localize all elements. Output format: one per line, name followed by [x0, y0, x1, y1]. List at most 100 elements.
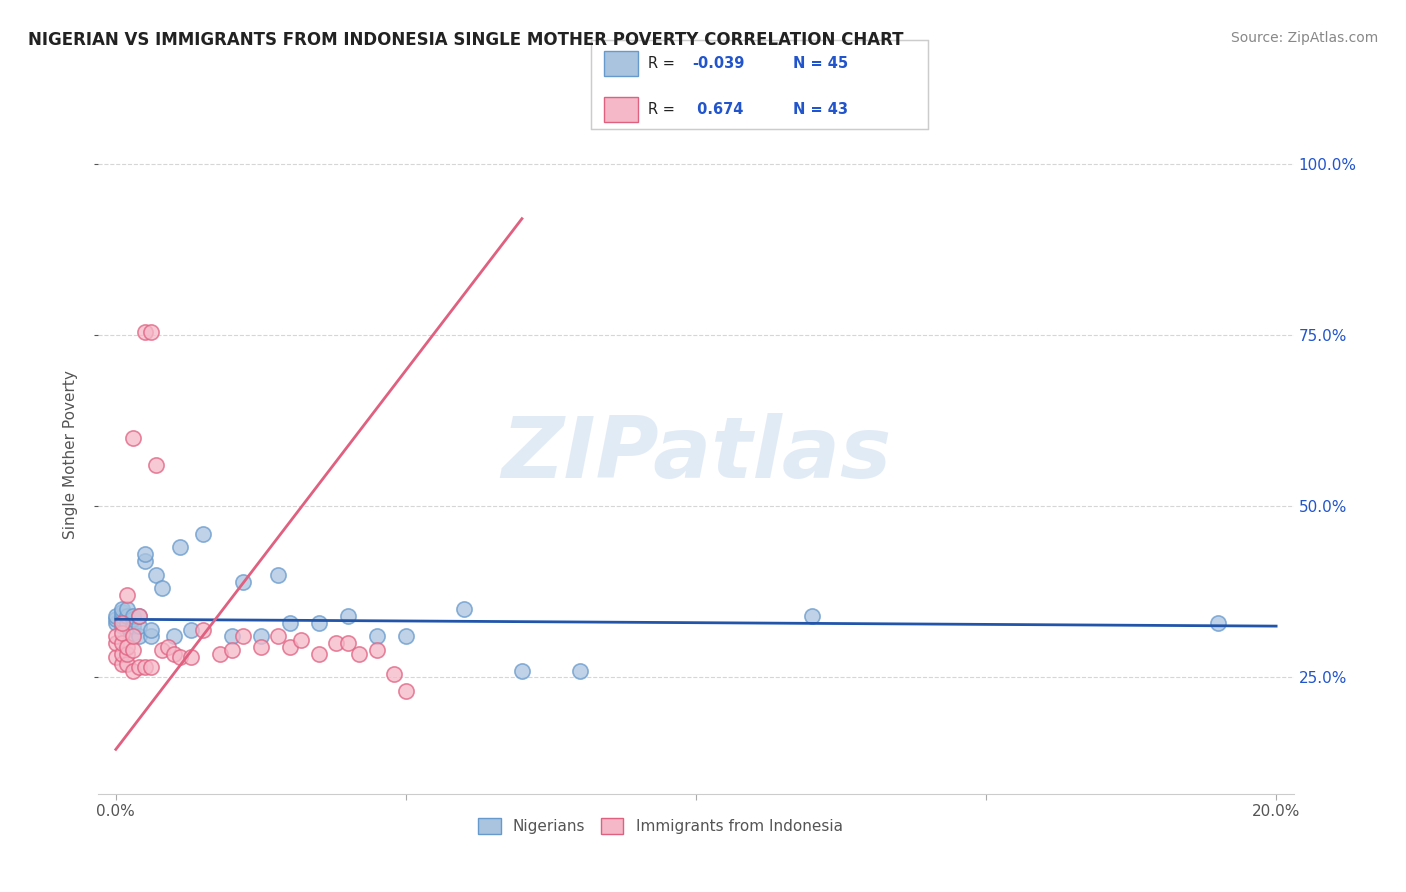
Point	[325, 636, 347, 650]
Point	[111, 626, 134, 640]
Text: N = 45: N = 45	[793, 56, 848, 70]
Point	[308, 615, 330, 630]
Point	[453, 602, 475, 616]
Point	[111, 602, 134, 616]
Point	[163, 629, 186, 643]
Point	[568, 664, 591, 678]
Point	[139, 629, 162, 643]
Point	[145, 567, 167, 582]
Point	[128, 608, 150, 623]
Text: 0.674: 0.674	[692, 103, 744, 117]
Point	[169, 541, 191, 555]
Point	[366, 629, 388, 643]
Point	[122, 643, 145, 657]
Point	[134, 325, 156, 339]
Point	[134, 660, 156, 674]
Point	[111, 619, 134, 633]
Point	[117, 640, 139, 654]
Point	[336, 636, 359, 650]
Point	[278, 640, 301, 654]
Text: N = 43: N = 43	[793, 103, 848, 117]
Point	[510, 664, 533, 678]
Point	[104, 615, 127, 630]
Text: R =: R =	[648, 56, 679, 70]
Point	[169, 649, 191, 664]
Point	[111, 606, 134, 620]
Point	[111, 636, 134, 650]
Point	[366, 643, 388, 657]
Point	[122, 608, 145, 623]
Point	[122, 626, 145, 640]
Point	[117, 602, 139, 616]
Point	[111, 612, 134, 626]
Point	[180, 623, 202, 637]
Point	[134, 554, 156, 568]
Point	[104, 636, 127, 650]
Point	[104, 612, 127, 626]
Point	[308, 647, 330, 661]
Point	[395, 684, 418, 698]
Point	[117, 647, 139, 661]
Point	[122, 629, 145, 643]
Point	[122, 612, 145, 626]
Point	[250, 640, 273, 654]
Point	[111, 615, 134, 630]
Point	[104, 608, 127, 623]
Point	[250, 629, 273, 643]
Point	[209, 647, 232, 661]
Point	[180, 649, 202, 664]
Point	[232, 574, 254, 589]
Point	[104, 649, 127, 664]
Point	[395, 629, 418, 643]
Text: ZIPatlas: ZIPatlas	[501, 413, 891, 497]
Point	[267, 567, 290, 582]
Point	[128, 608, 150, 623]
Point	[117, 608, 139, 623]
Point	[232, 629, 254, 643]
FancyBboxPatch shape	[605, 97, 638, 122]
Point	[117, 619, 139, 633]
Point	[117, 615, 139, 630]
Point	[382, 667, 405, 681]
Point	[139, 660, 162, 674]
Point	[117, 623, 139, 637]
Y-axis label: Single Mother Poverty: Single Mother Poverty	[63, 370, 79, 540]
Point	[145, 458, 167, 473]
Point	[267, 629, 290, 643]
Point	[128, 629, 150, 643]
Point	[111, 608, 134, 623]
Point	[150, 582, 173, 596]
Point	[122, 431, 145, 445]
Point	[128, 660, 150, 674]
Point	[157, 640, 180, 654]
Point	[111, 657, 134, 671]
Text: Source: ZipAtlas.com: Source: ZipAtlas.com	[1230, 31, 1378, 45]
Point	[122, 664, 145, 678]
Point	[290, 632, 312, 647]
Text: -0.039: -0.039	[692, 56, 744, 70]
Point	[801, 608, 824, 623]
Point	[1206, 615, 1229, 630]
Point	[139, 325, 162, 339]
FancyBboxPatch shape	[605, 51, 638, 76]
Point	[117, 657, 139, 671]
Point	[139, 623, 162, 637]
Point	[336, 608, 359, 623]
Point	[191, 623, 214, 637]
Point	[111, 615, 134, 630]
Text: NIGERIAN VS IMMIGRANTS FROM INDONESIA SINGLE MOTHER POVERTY CORRELATION CHART: NIGERIAN VS IMMIGRANTS FROM INDONESIA SI…	[28, 31, 904, 49]
Point	[221, 643, 243, 657]
Point	[163, 647, 186, 661]
Point	[111, 647, 134, 661]
Point	[221, 629, 243, 643]
Point	[117, 588, 139, 602]
Point	[128, 619, 150, 633]
Point	[122, 619, 145, 633]
Point	[278, 615, 301, 630]
Point	[134, 547, 156, 561]
Point	[191, 526, 214, 541]
Legend: Nigerians, Immigrants from Indonesia: Nigerians, Immigrants from Indonesia	[471, 813, 849, 840]
Point	[349, 647, 371, 661]
Point	[104, 629, 127, 643]
Text: R =: R =	[648, 103, 679, 117]
